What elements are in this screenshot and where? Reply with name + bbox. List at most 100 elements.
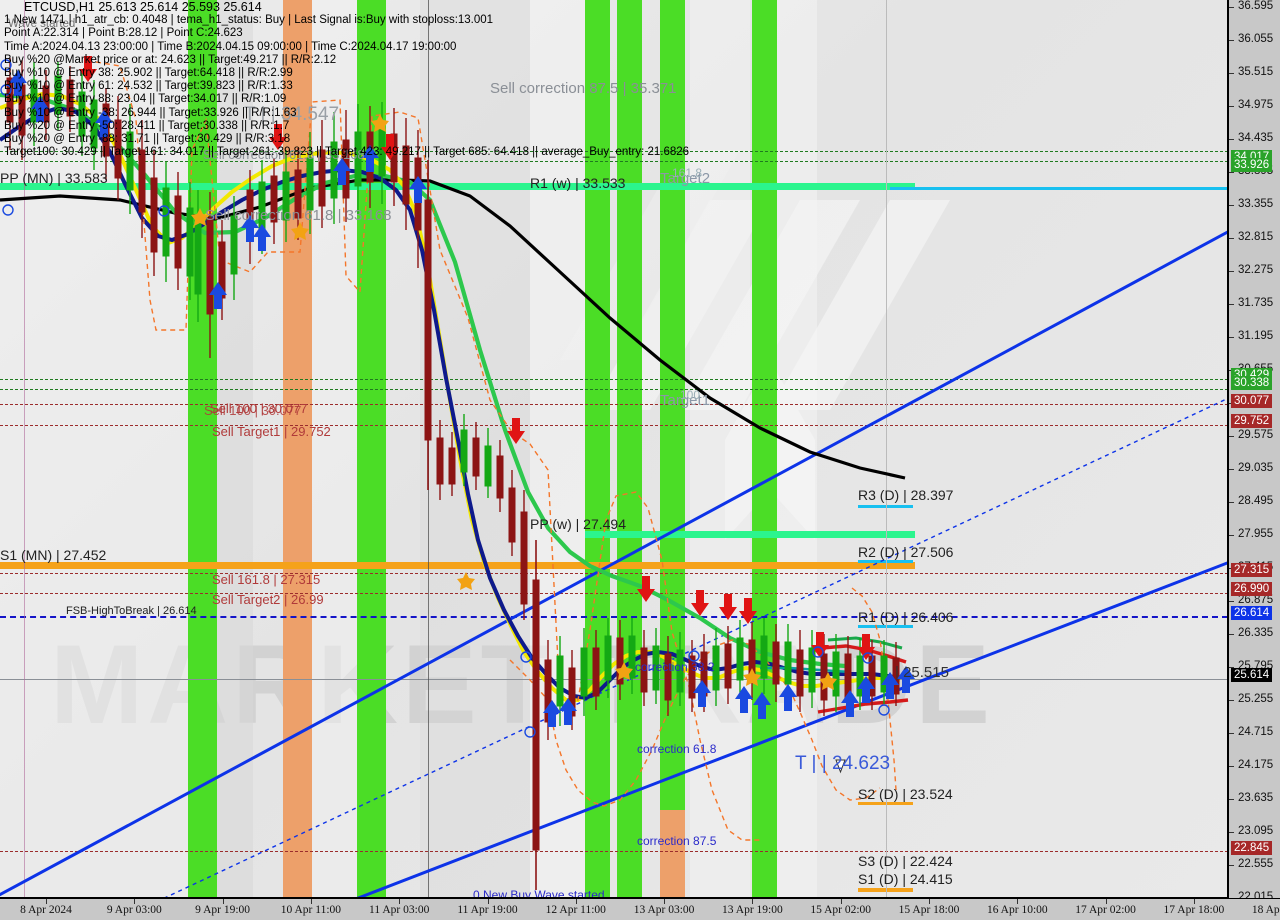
price-axis-tick bbox=[1229, 535, 1234, 536]
price-axis-tick bbox=[1229, 304, 1234, 305]
header-line-9: Buy %20 @ Entry -88: 31.71 || Target:30.… bbox=[4, 133, 291, 146]
price-axis-label: 23.095 bbox=[1238, 825, 1274, 837]
price-axis[interactable]: 36.59536.05535.51534.97534.43533.89533.3… bbox=[1228, 0, 1280, 903]
header-line-5: Buy %10 @ Entry 61: 24.532 || Target:39.… bbox=[4, 80, 293, 93]
header-line-3: Buy %20 @Market price or at: 24.623 || T… bbox=[4, 53, 337, 66]
label-correction-875: correction 87.5 bbox=[637, 834, 717, 848]
fractal-band-lower bbox=[509, 639, 881, 807]
price-axis-label: 33.355 bbox=[1238, 198, 1274, 210]
time-axis-label: 10 Apr 11:00 bbox=[280, 904, 342, 916]
sell-arrow-icon bbox=[507, 418, 525, 444]
ma-black bbox=[0, 178, 906, 480]
price-axis-tick bbox=[1229, 700, 1234, 701]
label-price-24623: T | | 24.623 bbox=[795, 753, 891, 774]
chart-plot-area[interactable]: MARKET TRADE bbox=[0, 0, 1228, 898]
sell-arrow-icon bbox=[269, 124, 287, 150]
sell-level-line bbox=[0, 851, 1228, 852]
time-axis-tick bbox=[929, 899, 930, 904]
session-band bbox=[752, 0, 777, 898]
pivot-line-pp-w bbox=[585, 531, 915, 538]
fractal-star-icon bbox=[191, 114, 837, 690]
buy-arrow-icon bbox=[779, 684, 797, 711]
price-axis-label: 34.975 bbox=[1238, 99, 1274, 111]
price-axis-tick bbox=[1229, 502, 1234, 503]
header-line-10: Target100: 30.429 || Target 161: 34.017 … bbox=[4, 146, 690, 159]
price-axis-tick bbox=[1229, 271, 1234, 272]
time-axis-tick bbox=[487, 899, 489, 904]
buy-arrow-icon bbox=[559, 698, 577, 725]
time-axis-tick bbox=[1193, 899, 1195, 904]
price-tag-red: 22.845 bbox=[1231, 841, 1273, 855]
buy-arrow-icon bbox=[543, 700, 561, 727]
time-axis-tick bbox=[134, 899, 136, 904]
price-axis-label: 34.435 bbox=[1238, 132, 1274, 144]
price-tag-green: 33.926 bbox=[1231, 158, 1273, 172]
sell-arrow-icon bbox=[811, 632, 829, 658]
label-new-buy-wave: 0 New Buy Wave started bbox=[473, 888, 605, 898]
price-tag-red: 26.990 bbox=[1231, 582, 1273, 596]
time-axis-tick bbox=[310, 899, 312, 904]
vertical-marker bbox=[886, 0, 887, 898]
header-line-0: 1 New 1471 | h1_atr_cb: 0.4048 | tema_h1… bbox=[4, 14, 494, 27]
sell-level-line bbox=[0, 573, 1228, 574]
time-axis-tick bbox=[575, 899, 577, 904]
price-axis-tick bbox=[1229, 436, 1234, 437]
price-axis-tick bbox=[1229, 865, 1234, 866]
time-axis-label: 11 Apr 19:00 bbox=[457, 904, 518, 916]
price-axis-tick bbox=[1229, 73, 1234, 74]
buy-arrow-icon bbox=[753, 692, 771, 719]
time-axis-label: 8 Apr 2024 bbox=[20, 904, 72, 916]
pivot-line-s1-d bbox=[858, 888, 913, 891]
chart-overlay-svg bbox=[0, 56, 1228, 898]
label-sell-correction-618: Sell correction 61.8 | 33.168 bbox=[205, 207, 392, 224]
time-axis-tick bbox=[840, 899, 842, 904]
target-level-line bbox=[0, 389, 1228, 390]
pivot-line-pp-mn bbox=[0, 183, 915, 190]
price-axis-tick bbox=[1229, 238, 1234, 239]
signal-arrows bbox=[0, 56, 915, 738]
header-line-1: Point A:22.314 | Point B:28.12 | Point C… bbox=[4, 27, 243, 40]
time-axis[interactable]: 8 Apr 2024 9 Apr 03:00 9 Apr 19:00 10 Apr 1… bbox=[0, 898, 1280, 920]
chart-title: ETCUSD,H1 25.613 25.614 25.593 25.614 bbox=[24, 0, 262, 14]
label-target1-ratio: 100 bbox=[680, 388, 701, 402]
pivot-line-r1-w bbox=[890, 187, 1228, 190]
time-axis-label: 16 Apr 10:00 bbox=[986, 904, 1048, 916]
buy-arrow-icon bbox=[857, 676, 875, 703]
sell-level-line bbox=[0, 593, 1228, 594]
time-axis-label: 17 Apr 18:00 bbox=[1163, 904, 1225, 916]
label-pp-w: PP (w) | 27.494 bbox=[530, 516, 626, 532]
target-level-line bbox=[0, 151, 1228, 152]
pivot-line-r1-d bbox=[858, 625, 913, 628]
price-axis-label: 28.495 bbox=[1238, 495, 1274, 507]
time-axis-label: 12 Apr 11:00 bbox=[545, 904, 606, 916]
wave-point-marker bbox=[835, 759, 846, 774]
buy-arrow-icon bbox=[253, 224, 271, 251]
sell-arrow-icon bbox=[719, 594, 737, 620]
sell-arrow-icon bbox=[739, 598, 757, 624]
sell-arrow-icon bbox=[637, 576, 655, 602]
price-axis-tick bbox=[1229, 40, 1234, 41]
buy-arrow-icon bbox=[409, 176, 427, 203]
price-axis-tick bbox=[1229, 601, 1234, 602]
label-price-25515: | 25.515 bbox=[895, 664, 949, 681]
label-sell-correction-618-upper: Sell correction 61.8 | 33.168 bbox=[203, 147, 365, 162]
label-pp-mn: PP (MN) | 33.583 bbox=[0, 170, 108, 186]
price-axis-tick bbox=[1229, 205, 1234, 206]
buy-arrow-icon bbox=[31, 96, 49, 122]
price-axis-label: 22.555 bbox=[1238, 858, 1274, 870]
price-tag-black: 25.614 bbox=[1231, 668, 1273, 682]
price-axis-tick bbox=[1229, 106, 1234, 107]
buy-arrow-icon bbox=[881, 672, 899, 699]
buy-arrow-icon bbox=[735, 686, 753, 713]
pivot-line-r2-d bbox=[858, 560, 913, 563]
price-axis-label: 32.815 bbox=[1238, 231, 1274, 243]
price-axis-tick bbox=[1229, 469, 1234, 470]
price-axis-tick bbox=[1229, 139, 1234, 140]
price-axis-label: 27.955 bbox=[1238, 528, 1274, 540]
time-axis-tick bbox=[1017, 899, 1019, 904]
circle-marker-icon bbox=[0, 59, 890, 738]
sell-arrow-icon bbox=[381, 134, 399, 160]
label-target2: Target2 bbox=[660, 170, 711, 187]
session-band bbox=[617, 0, 642, 898]
